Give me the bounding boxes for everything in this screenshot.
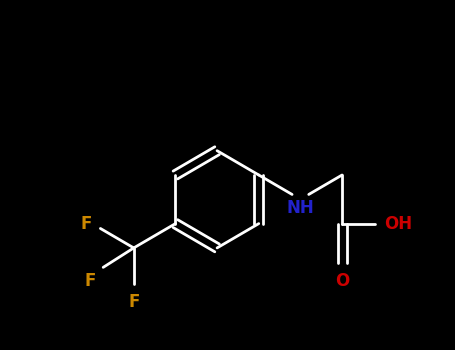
Text: NH: NH [287, 199, 314, 217]
Text: F: F [81, 215, 92, 233]
Text: F: F [84, 272, 96, 290]
Text: O: O [335, 272, 349, 290]
Text: OH: OH [384, 215, 412, 233]
Text: F: F [128, 293, 139, 311]
